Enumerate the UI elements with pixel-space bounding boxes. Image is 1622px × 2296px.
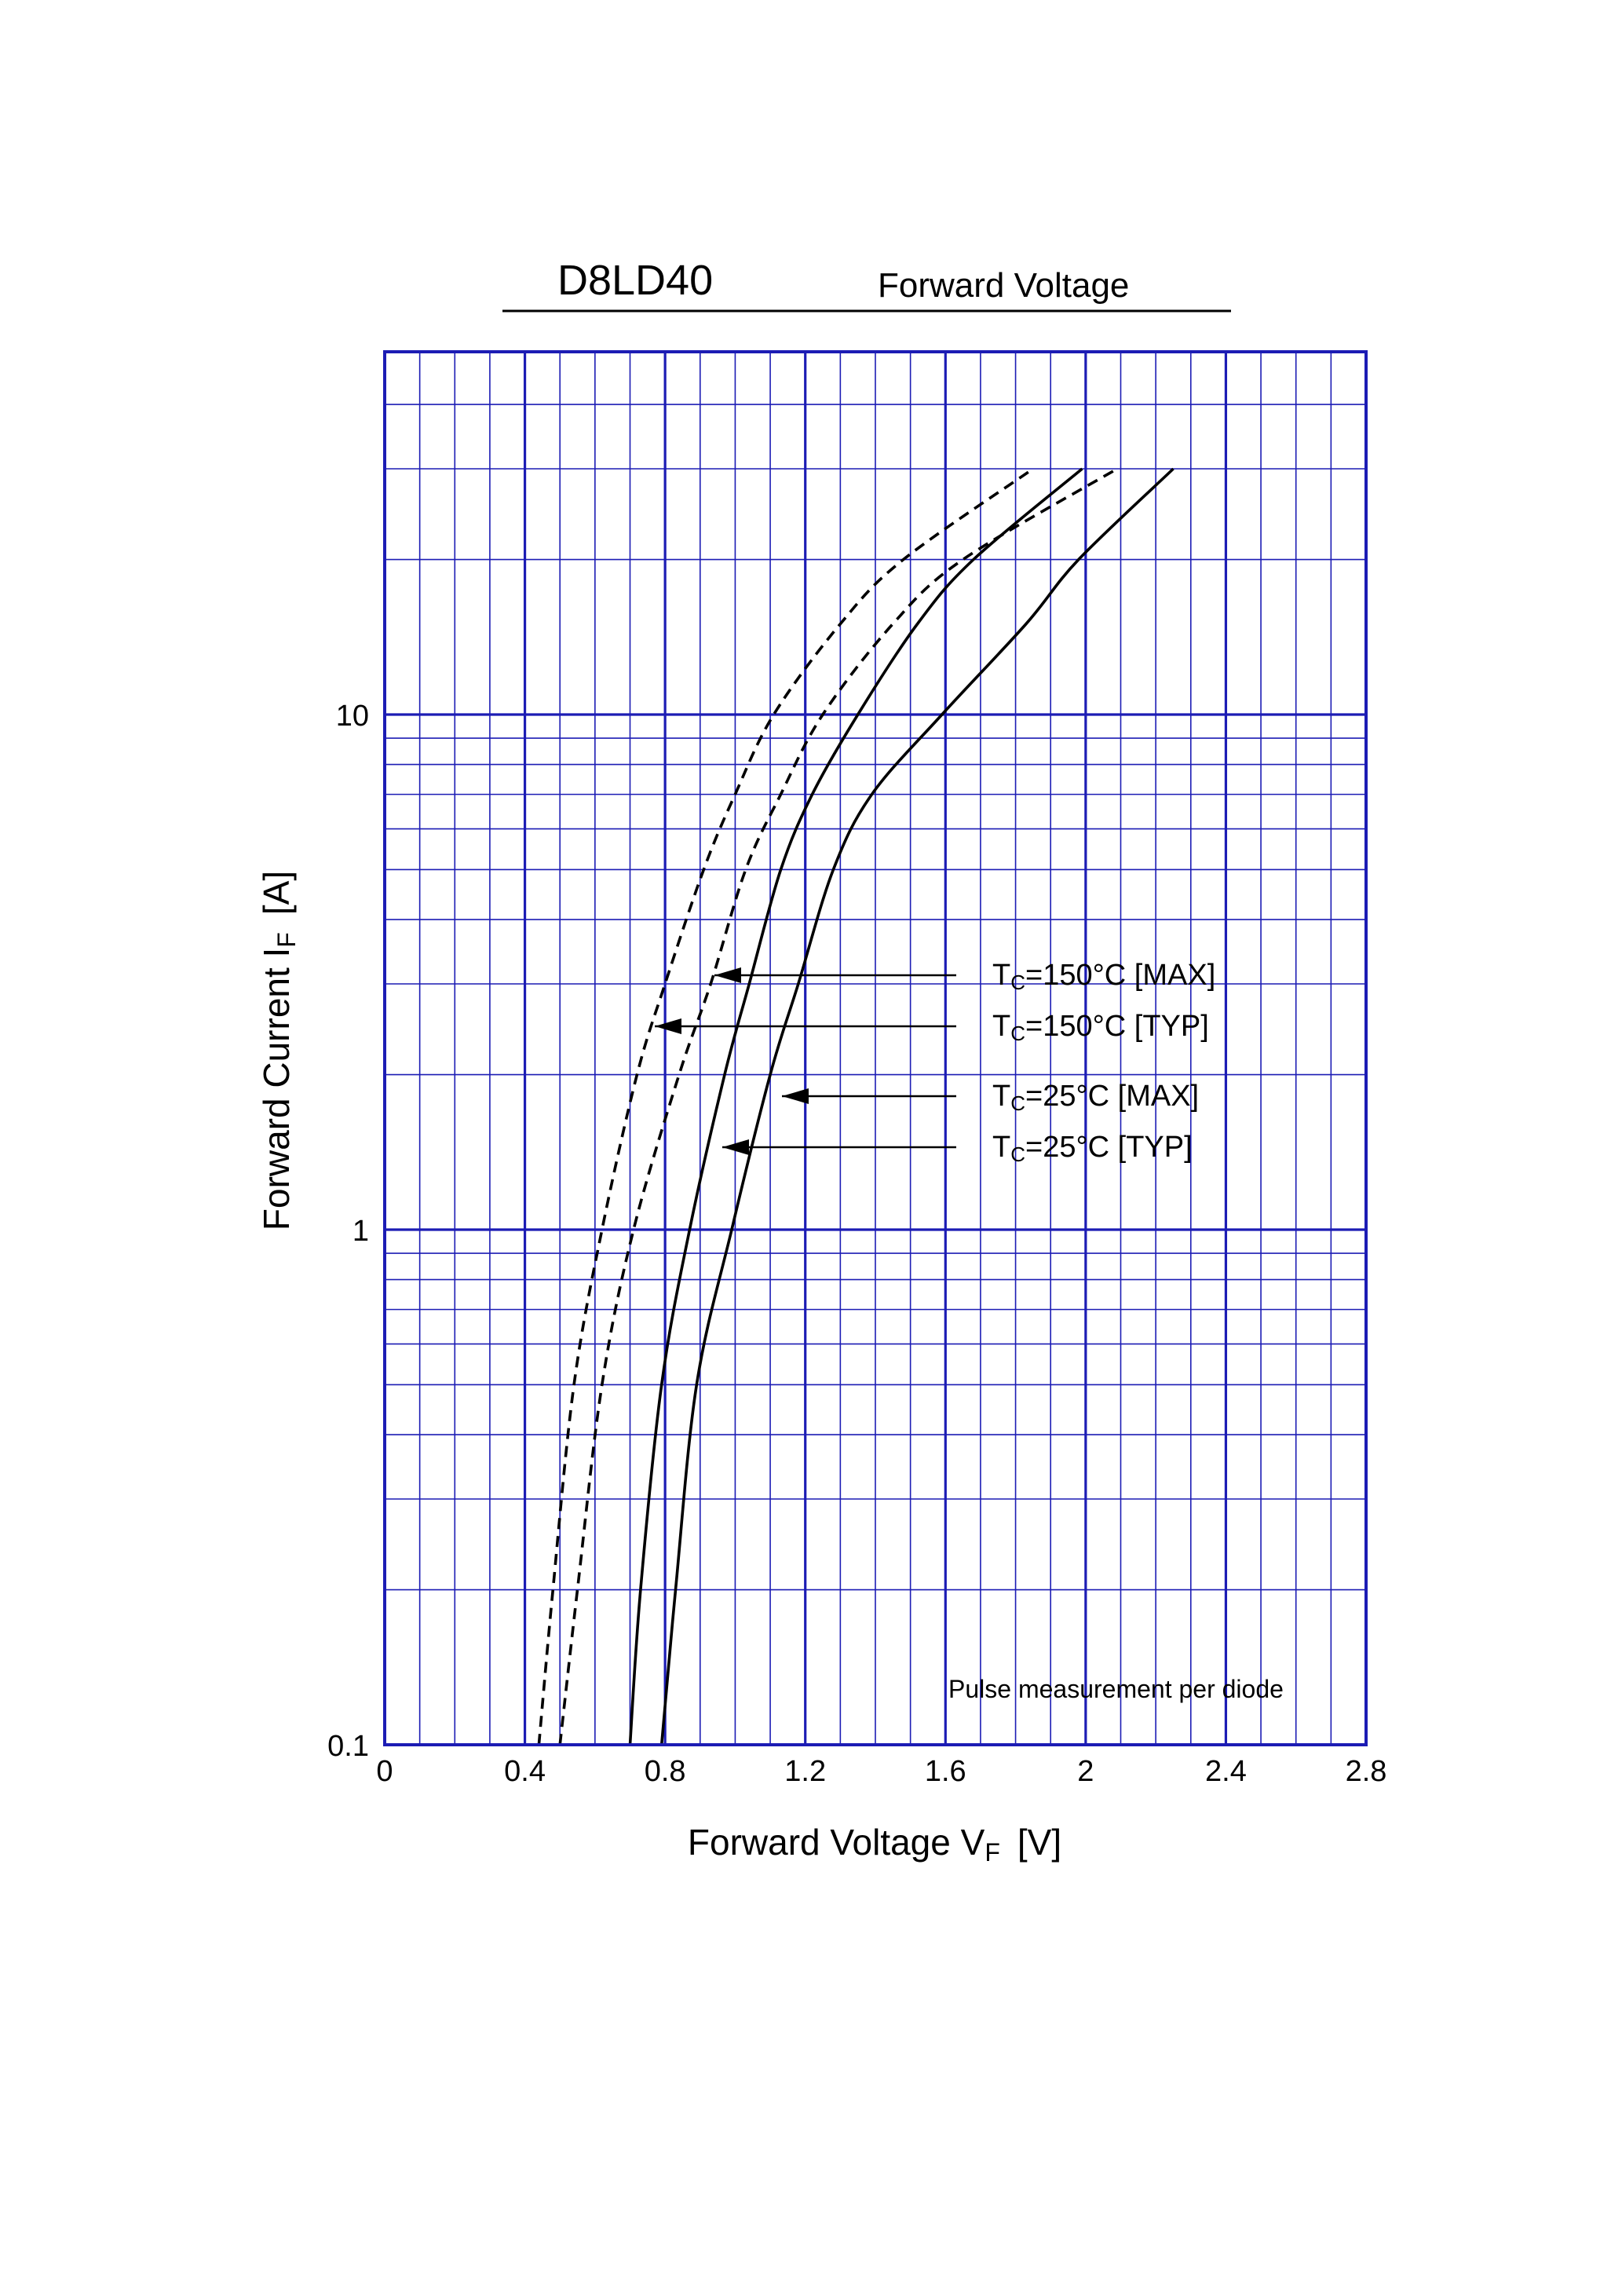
legend-item-25-max: TC=25°C [MAX] (782, 1080, 1199, 1115)
series-line-2 (558, 467, 1118, 1746)
legend-label: TC=25°C [MAX] (992, 1080, 1199, 1115)
x-tick-label: 2.8 (1346, 1755, 1387, 1788)
legend-item-150-typ: TC=150°C [TYP] (655, 1010, 1209, 1045)
y-tick-label: 10 (336, 700, 369, 733)
legend-arrowhead (722, 1139, 749, 1155)
chart-title: Forward Voltage (878, 266, 1129, 305)
x-tick-label: 0.8 (645, 1755, 686, 1788)
x-axis-title: Forward Voltage VF [V] (688, 1822, 1061, 1866)
legend-label: TC=150°C [MAX] (992, 959, 1215, 994)
legend-arrowhead (782, 1088, 809, 1104)
x-tick-label: 1.2 (784, 1755, 826, 1788)
y-tick-label: 0.1 (327, 1730, 369, 1763)
legend-arrowhead (714, 967, 741, 983)
x-tick-label: 2 (1077, 1755, 1094, 1788)
x-tick-label: 1.6 (925, 1755, 966, 1788)
pulse-note: Pulse measurement per diode (948, 1675, 1284, 1703)
x-tick-label: 0 (376, 1755, 393, 1788)
series-line-3 (628, 467, 1083, 1746)
y-tick-label: 1 (353, 1215, 369, 1248)
x-tick-label: 0.4 (504, 1755, 546, 1788)
series-line-4 (659, 467, 1174, 1746)
legend-label: TC=150°C [TYP] (992, 1010, 1209, 1045)
legend-item-25-typ: TC=25°C [TYP] (722, 1131, 1193, 1166)
legend-item-150-max: TC=150°C [MAX] (714, 959, 1215, 994)
part-number-title: D8LD40 (557, 257, 713, 304)
legend-label: TC=25°C [TYP] (992, 1131, 1193, 1166)
legend: TC=150°C [MAX] TC=150°C [TYP] TC=25°C [M… (655, 959, 1215, 1166)
curves (537, 467, 1174, 1746)
legend-arrowhead (655, 1018, 681, 1034)
x-tick-label: 2.4 (1205, 1755, 1247, 1788)
grid (385, 352, 1366, 1746)
plot-frame (383, 350, 1368, 1746)
tick-labels: 0 0.4 0.8 1.2 1.6 2 2.4 2.8 0.1 1 10 (327, 700, 1386, 1788)
y-axis-title: Forward Current IF[A] (256, 871, 301, 1230)
series-line-1 (537, 467, 1034, 1746)
